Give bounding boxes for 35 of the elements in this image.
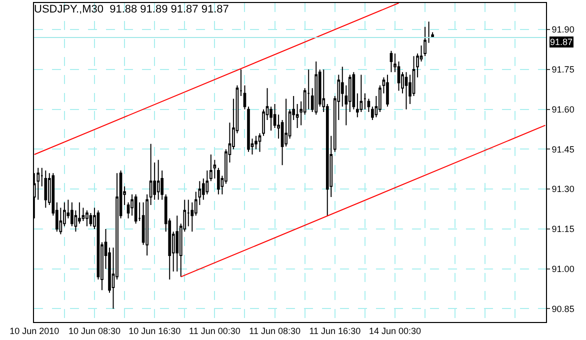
y-tick-label: 91.45 xyxy=(552,144,574,154)
y-tick-label: 90.85 xyxy=(552,304,574,314)
candlestick xyxy=(217,167,220,195)
candlestick xyxy=(44,170,48,208)
y-tick-label: 91.60 xyxy=(552,104,574,114)
x-tick-label: 11 Jun 16:30 xyxy=(309,326,361,336)
candlestick xyxy=(367,98,370,112)
y-tick-label: 91.15 xyxy=(552,224,574,234)
candlestick xyxy=(404,72,408,110)
x-tick-label: 14 Jun 00:30 xyxy=(368,326,422,336)
candlestick xyxy=(247,106,250,152)
candlestick xyxy=(352,72,356,110)
y-tick-label: 91.75 xyxy=(552,64,574,75)
chart-title: USDJPY.,M30 91.88 91.89 91.87 91.87 xyxy=(34,4,229,16)
candlestick xyxy=(146,194,148,256)
candlestick xyxy=(386,74,389,108)
candlestick xyxy=(243,84,246,110)
candlestick xyxy=(86,210,88,227)
y-tick-label: 91.90 xyxy=(552,24,574,35)
ref-line-label: 91.87 xyxy=(550,37,573,47)
x-tick-label: 10 Jun 16:30 xyxy=(128,326,181,336)
candlestick xyxy=(156,159,160,200)
x-tick-label: 10 Jun 2010 xyxy=(10,326,60,336)
x-tick-label: 10 Jun 08:30 xyxy=(68,326,121,336)
candlestick xyxy=(314,60,318,116)
candlestick xyxy=(427,21,430,44)
x-tick-label: 11 Jun 00:30 xyxy=(188,326,240,336)
x-tick-label: 11 Jun 08:30 xyxy=(249,326,300,336)
candlestick xyxy=(364,92,366,110)
candlestick xyxy=(210,154,212,182)
candlestick xyxy=(390,50,393,73)
candlestick xyxy=(134,194,138,224)
y-tick-label: 91.30 xyxy=(552,184,574,194)
candlestick xyxy=(149,143,152,206)
y-tick-label: 91.00 xyxy=(552,264,574,274)
